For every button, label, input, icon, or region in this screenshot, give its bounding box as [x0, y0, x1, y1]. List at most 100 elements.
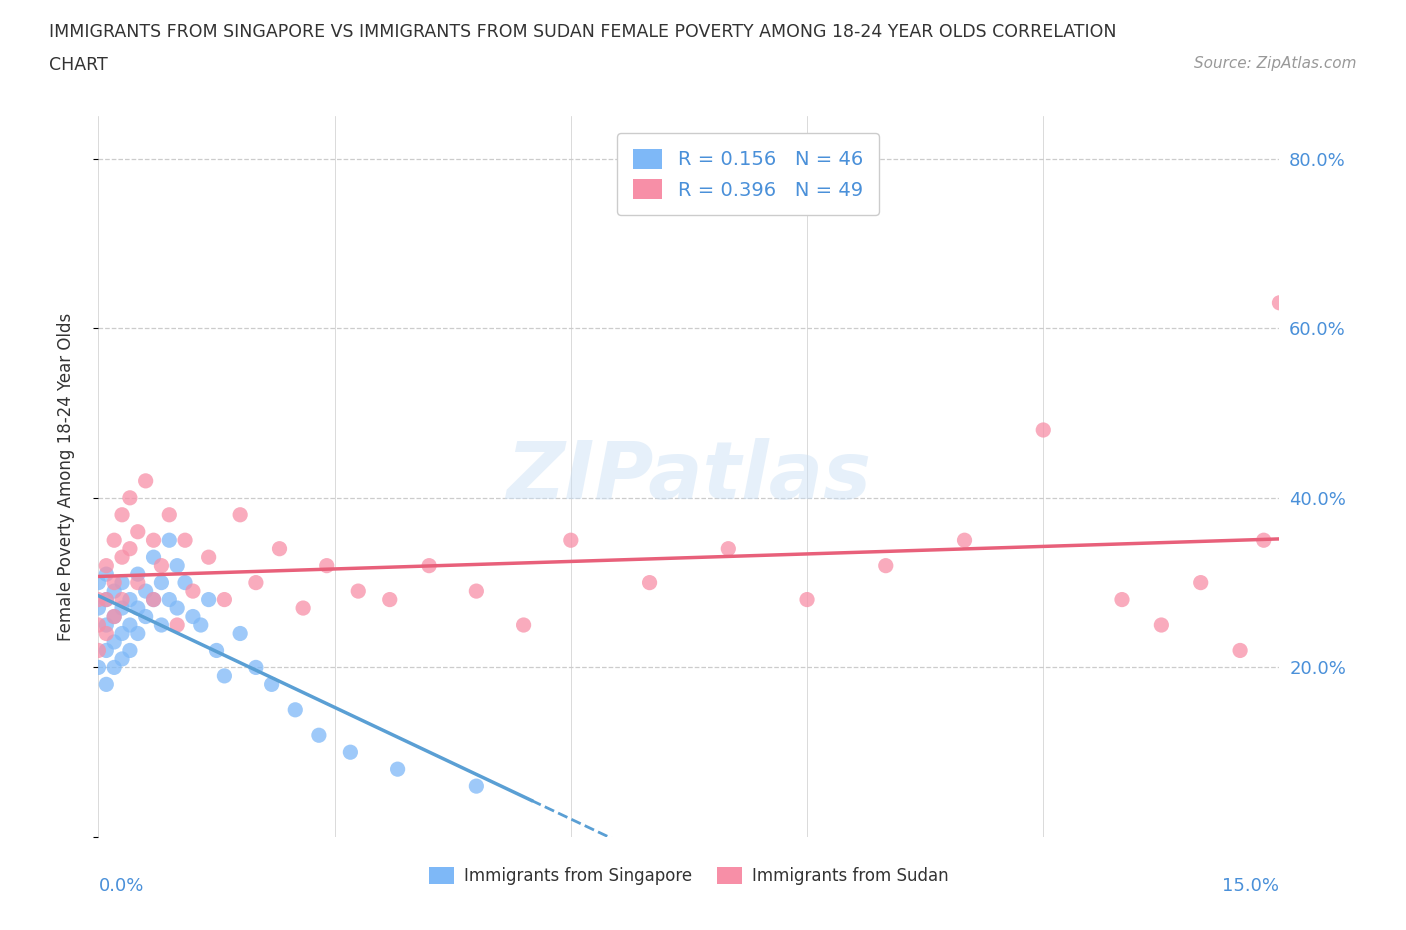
Point — [96, 558, 118, 573]
Point — [135, 473, 157, 488]
Point — [560, 533, 582, 548]
Point — [127, 626, 149, 641]
Point — [1032, 422, 1054, 437]
Point — [127, 601, 149, 616]
Point — [205, 643, 228, 658]
Point — [150, 618, 173, 632]
Point — [229, 508, 252, 523]
Point — [87, 660, 110, 675]
Point — [269, 541, 291, 556]
Point — [378, 592, 401, 607]
Point — [103, 533, 125, 548]
Point — [111, 575, 134, 590]
Point — [96, 677, 118, 692]
Point — [111, 508, 134, 523]
Point — [174, 575, 197, 590]
Point — [292, 601, 315, 616]
Point — [96, 592, 118, 607]
Point — [111, 592, 134, 607]
Point — [150, 558, 173, 573]
Point — [875, 558, 897, 573]
Point — [118, 592, 141, 607]
Point — [103, 575, 125, 590]
Point — [214, 669, 236, 684]
Point — [174, 533, 197, 548]
Point — [87, 618, 110, 632]
Point — [111, 601, 134, 616]
Point — [103, 609, 125, 624]
Point — [142, 592, 165, 607]
Point — [142, 592, 165, 607]
Point — [96, 592, 118, 607]
Point — [796, 592, 818, 607]
Point — [103, 660, 125, 675]
Point — [953, 533, 976, 548]
Point — [197, 550, 219, 565]
Point — [166, 601, 188, 616]
Point — [118, 490, 141, 505]
Point — [181, 609, 204, 624]
Point — [150, 575, 173, 590]
Text: CHART: CHART — [49, 56, 108, 73]
Point — [157, 592, 180, 607]
Point — [166, 618, 188, 632]
Y-axis label: Female Poverty Among 18-24 Year Olds: Female Poverty Among 18-24 Year Olds — [56, 312, 75, 641]
Point — [190, 618, 212, 632]
Point — [111, 626, 134, 641]
Point — [96, 643, 118, 658]
Point — [111, 550, 134, 565]
Point — [157, 533, 180, 548]
Point — [96, 626, 118, 641]
Point — [96, 566, 118, 581]
Point — [118, 541, 141, 556]
Legend: Immigrants from Singapore, Immigrants from Sudan: Immigrants from Singapore, Immigrants fr… — [420, 858, 957, 894]
Point — [717, 541, 740, 556]
Point — [214, 592, 236, 607]
Point — [135, 609, 157, 624]
Point — [418, 558, 440, 573]
Point — [387, 762, 409, 777]
Point — [87, 601, 110, 616]
Point — [229, 626, 252, 641]
Point — [1111, 592, 1133, 607]
Point — [103, 584, 125, 599]
Point — [308, 728, 330, 743]
Point — [1189, 575, 1212, 590]
Point — [127, 525, 149, 539]
Point — [87, 592, 110, 607]
Point — [142, 550, 165, 565]
Point — [638, 575, 661, 590]
Point — [157, 508, 180, 523]
Point — [103, 609, 125, 624]
Point — [111, 652, 134, 667]
Point — [135, 584, 157, 599]
Point — [347, 584, 370, 599]
Point — [181, 584, 204, 599]
Text: ZIPatlas: ZIPatlas — [506, 438, 872, 515]
Point — [118, 618, 141, 632]
Point — [118, 643, 141, 658]
Text: IMMIGRANTS FROM SINGAPORE VS IMMIGRANTS FROM SUDAN FEMALE POVERTY AMONG 18-24 YE: IMMIGRANTS FROM SINGAPORE VS IMMIGRANTS … — [49, 23, 1116, 41]
Text: 0.0%: 0.0% — [98, 877, 143, 895]
Point — [142, 533, 165, 548]
Point — [127, 575, 149, 590]
Text: Source: ZipAtlas.com: Source: ZipAtlas.com — [1194, 56, 1357, 71]
Point — [166, 558, 188, 573]
Point — [245, 575, 267, 590]
Point — [315, 558, 337, 573]
Point — [96, 618, 118, 632]
Point — [87, 643, 110, 658]
Point — [1268, 296, 1291, 311]
Text: 15.0%: 15.0% — [1222, 877, 1279, 895]
Point — [284, 702, 307, 717]
Point — [1253, 533, 1275, 548]
Point — [339, 745, 361, 760]
Point — [197, 592, 219, 607]
Point — [465, 778, 488, 793]
Point — [87, 575, 110, 590]
Point — [512, 618, 534, 632]
Point — [1150, 618, 1173, 632]
Point — [465, 584, 488, 599]
Point — [103, 634, 125, 649]
Point — [1229, 643, 1251, 658]
